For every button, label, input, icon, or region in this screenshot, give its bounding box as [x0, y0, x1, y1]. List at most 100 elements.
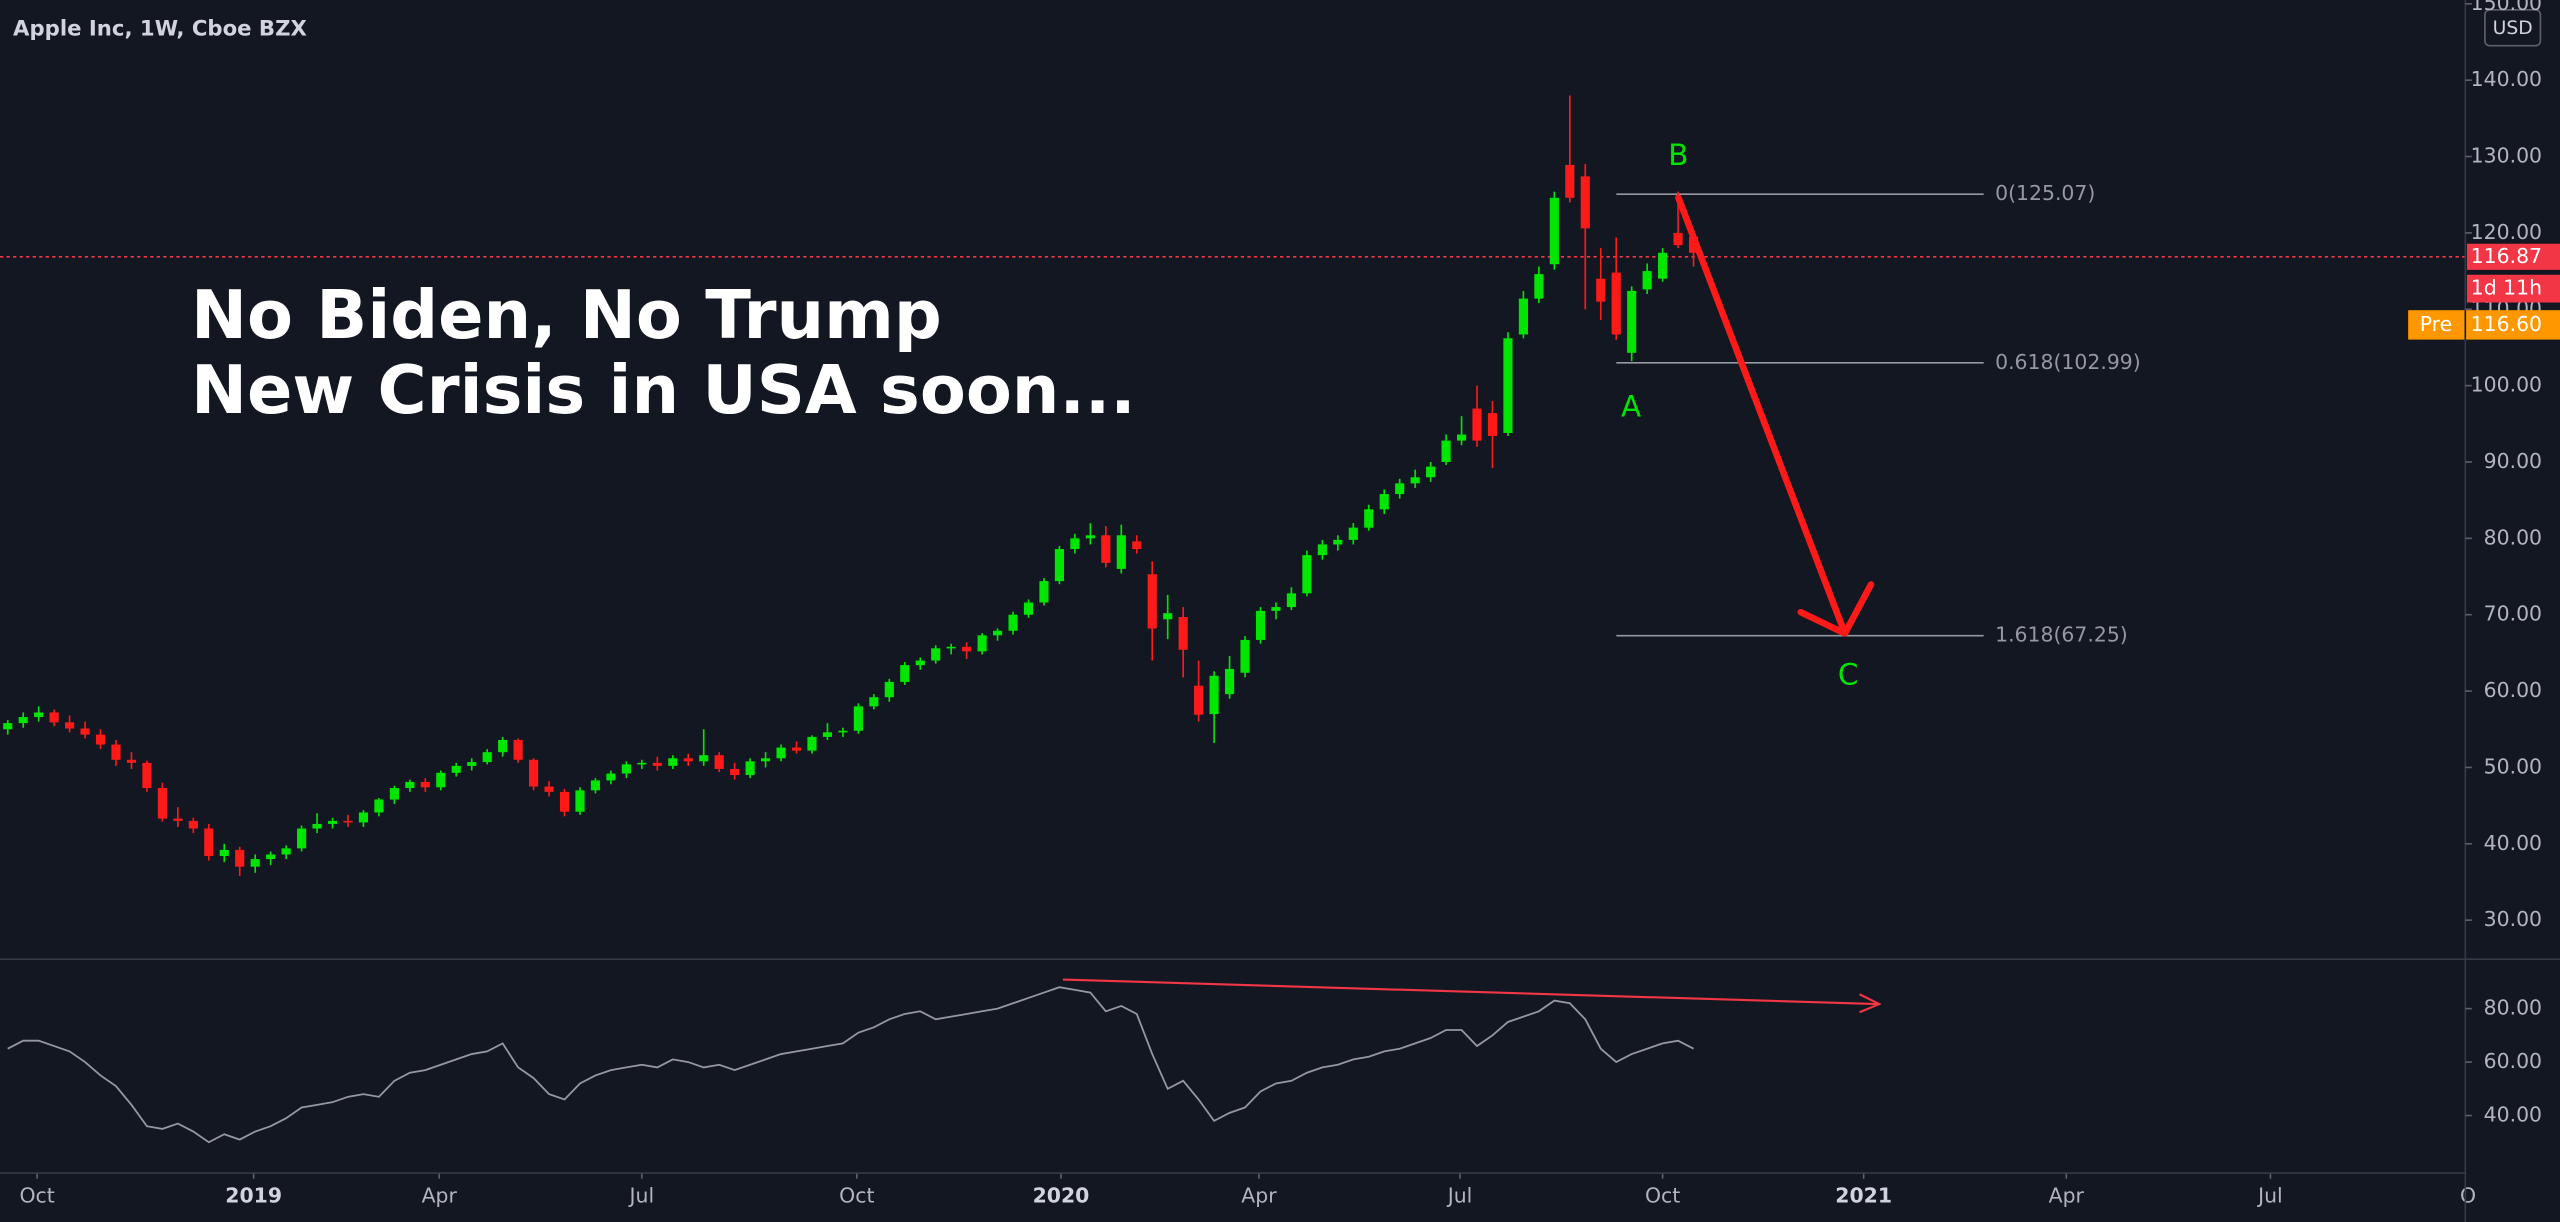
candle-body	[420, 781, 430, 788]
candle-body	[126, 759, 137, 763]
candle-body	[931, 648, 941, 661]
candle-body	[405, 781, 415, 789]
premarket-badge	[2408, 310, 2560, 340]
candle-body	[1503, 338, 1513, 433]
candle-body	[18, 717, 28, 724]
candle-body	[776, 747, 786, 759]
candle-body	[1101, 535, 1111, 563]
candle-body	[1302, 555, 1312, 594]
candle-body	[714, 755, 724, 769]
y-tick-label: 150.00	[2471, 0, 2542, 15]
x-tick-label: 2021	[1835, 1184, 1892, 1208]
candle-body	[34, 712, 44, 718]
candle-body	[204, 828, 214, 857]
candle-body	[621, 764, 631, 774]
candle-body	[745, 761, 755, 776]
price-axis: 150.00140.00130.00120.00110.00100.0090.0…	[2408, 0, 2560, 1127]
candle-body	[900, 665, 910, 682]
y-tick-label: 30.00	[2484, 907, 2542, 931]
candle-body	[1348, 527, 1358, 540]
candle-body	[1039, 581, 1049, 603]
forecast-arrow	[1675, 194, 1875, 637]
y-tick-label: 60.00	[2484, 1049, 2542, 1073]
candle-body	[312, 823, 322, 829]
candle-body	[1487, 413, 1498, 437]
candle-body	[1472, 408, 1482, 441]
x-tick-label: Apr	[422, 1184, 458, 1208]
candle-body	[1008, 614, 1018, 631]
rsi-line	[7, 986, 1694, 1144]
x-tick-label: Oct	[2460, 1184, 2495, 1208]
currency: USD	[2493, 18, 2533, 39]
candle-body	[1534, 274, 1544, 299]
candle-body	[915, 660, 925, 666]
last-price-label: 116.87	[2471, 244, 2542, 268]
candle-body	[652, 762, 662, 766]
candle-body	[1085, 535, 1095, 539]
candle-body	[1565, 164, 1575, 198]
candle-body	[884, 681, 894, 698]
candle-body	[1317, 544, 1327, 556]
y-tick-label: 70.00	[2484, 602, 2542, 626]
x-tick-label: 2020	[1033, 1184, 1090, 1208]
candle-body	[1194, 685, 1204, 715]
candle-body	[1070, 538, 1080, 550]
candle-body	[1163, 613, 1173, 620]
candle-body	[761, 758, 771, 762]
candle-body	[1023, 602, 1034, 615]
candle-body	[1410, 477, 1420, 484]
candle-body	[1286, 593, 1296, 608]
candle-body	[358, 812, 369, 823]
candle-body	[343, 820, 353, 823]
y-tick-label: 130.00	[2471, 144, 2542, 168]
candle-body	[1549, 197, 1559, 265]
fib-label: 0.618(102.99)	[1995, 350, 2141, 374]
candle-body	[188, 820, 198, 829]
wave-label: A	[1621, 390, 1641, 424]
x-tick-label: Jul	[2256, 1184, 2283, 1208]
currency-box[interactable]	[2484, 8, 2542, 47]
candle-body	[436, 772, 446, 788]
candle-body	[1054, 549, 1065, 582]
candle-body	[946, 646, 956, 649]
x-tick-label: 2019	[225, 1184, 282, 1208]
x-tick-label: Jul	[628, 1184, 655, 1208]
y-tick-label: 50.00	[2484, 754, 2542, 778]
y-tick-label: 80.00	[2484, 996, 2542, 1020]
wave-label: B	[1668, 138, 1688, 172]
candle-body	[1596, 278, 1606, 302]
candle-body	[529, 759, 539, 787]
y-tick-label: 140.00	[2471, 67, 2542, 91]
y-tick-label: 100.00	[2471, 373, 2542, 397]
x-tick-label: Jul	[1446, 1184, 1473, 1208]
candle-body	[1209, 675, 1219, 714]
candle-body	[559, 791, 570, 812]
candle-body	[1426, 466, 1436, 478]
candle-body	[3, 723, 13, 730]
candle-body	[1441, 440, 1451, 462]
plot-area: 0(125.07) 0.618(102.99) 1.618(67.25)	[0, 95, 2466, 1144]
candle-body	[297, 828, 307, 849]
candle-body	[838, 730, 848, 733]
candle-body	[1658, 252, 1668, 279]
candle-body	[1116, 535, 1126, 569]
candle-body	[467, 762, 477, 766]
candle-body	[683, 758, 693, 762]
candle-body	[235, 849, 245, 867]
candle-body	[49, 712, 59, 723]
candle-body	[498, 739, 508, 753]
candle-body	[544, 786, 554, 792]
candle-body	[65, 722, 75, 729]
candle-body	[482, 752, 492, 763]
candle-body	[1379, 494, 1389, 510]
x-axis: Oct 2019 Apr Jul Oct 2020 Apr Jul Oct 2021 Apr Jul O…	[19, 1172, 2495, 1208]
fib-label: 1.618(67.25)	[1995, 623, 2128, 647]
last-price-badge	[2466, 243, 2560, 270]
candle-body	[699, 755, 709, 762]
candle-body	[962, 646, 972, 652]
candle-body	[1580, 176, 1590, 229]
countdown-badge	[2466, 274, 2560, 303]
